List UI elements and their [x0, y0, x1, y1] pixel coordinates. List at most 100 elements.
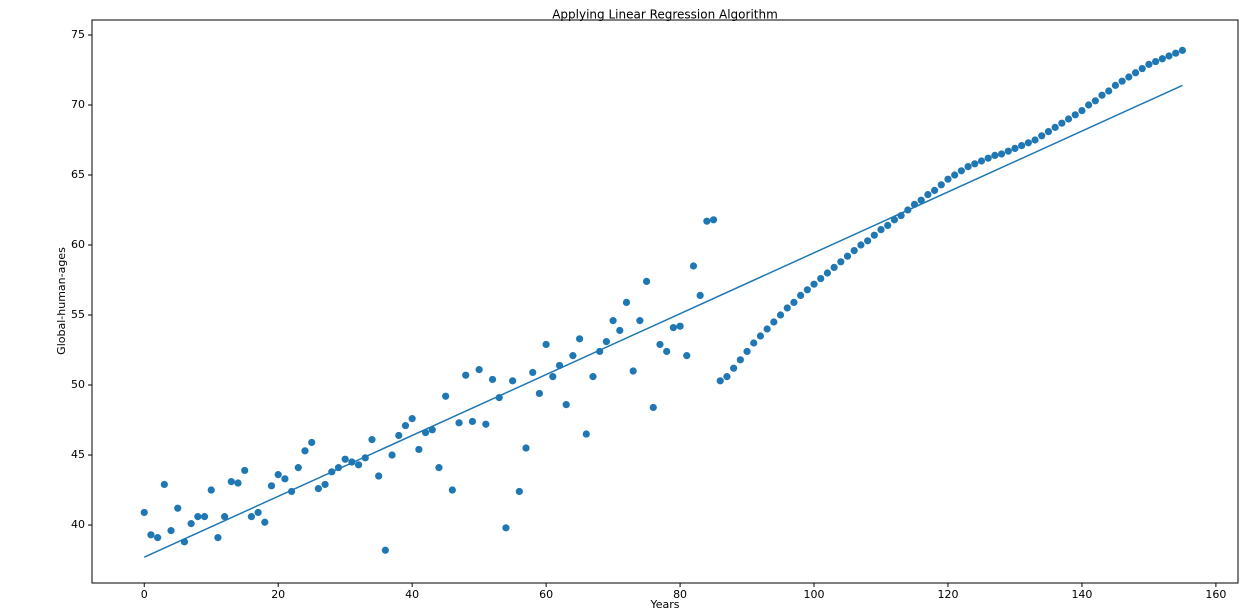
- point: [314, 485, 322, 493]
- plot-frame: [91, 19, 1239, 584]
- point: [663, 347, 671, 356]
- point: [221, 513, 229, 521]
- point: [1145, 60, 1153, 68]
- point: [696, 291, 704, 300]
- point: [462, 371, 470, 379]
- point: [756, 332, 765, 340]
- x-tick-label: 140: [1071, 588, 1092, 601]
- y-tick-label: 70: [71, 98, 85, 111]
- point: [830, 263, 838, 272]
- point: [850, 247, 858, 255]
- point: [991, 151, 999, 159]
- y-tick-label: 65: [71, 168, 85, 181]
- point: [1031, 136, 1039, 144]
- point: [549, 373, 557, 381]
- regression-line: [143, 84, 1183, 558]
- point: [395, 431, 403, 440]
- point: [1085, 101, 1093, 109]
- point: [817, 275, 825, 283]
- point: [234, 479, 242, 487]
- y-tick-label: 75: [71, 28, 85, 41]
- point: [616, 326, 624, 335]
- point: [482, 420, 490, 428]
- point: [736, 356, 744, 364]
- point: [609, 317, 617, 325]
- point: [1024, 139, 1032, 147]
- point: [1111, 81, 1120, 89]
- point: [542, 340, 550, 349]
- point: [944, 175, 952, 183]
- y-axis-label: Global-human-ages: [55, 247, 68, 355]
- point: [475, 366, 483, 374]
- point: [535, 389, 544, 398]
- point: [515, 487, 523, 496]
- point: [267, 482, 276, 490]
- point: [140, 508, 148, 517]
- point: [294, 464, 302, 472]
- point: [194, 513, 202, 521]
- point: [301, 447, 309, 455]
- point: [200, 513, 209, 521]
- point: [1172, 49, 1180, 57]
- point: [167, 527, 175, 535]
- point: [669, 324, 677, 332]
- point: [683, 352, 691, 360]
- point: [227, 478, 235, 486]
- point: [214, 534, 222, 542]
- y-tick-label: 40: [71, 518, 85, 531]
- point: [1011, 144, 1019, 152]
- x-tick-label: 160: [1205, 588, 1226, 601]
- point: [147, 531, 155, 539]
- point: [884, 221, 892, 230]
- x-tick-label: 0: [141, 588, 148, 601]
- chart-title: Applying Linear Regression Algorithm: [552, 8, 778, 22]
- point: [642, 277, 651, 286]
- point: [442, 392, 450, 400]
- point: [562, 401, 570, 409]
- point: [254, 508, 262, 517]
- y-tick-label: 60: [71, 238, 85, 251]
- point: [750, 339, 758, 347]
- point: [1125, 73, 1133, 81]
- point: [877, 226, 885, 234]
- point: [368, 436, 376, 444]
- point: [971, 160, 979, 168]
- point: [308, 438, 316, 447]
- point: [823, 269, 832, 277]
- point: [1118, 77, 1126, 85]
- point: [381, 546, 389, 554]
- point: [375, 472, 383, 480]
- point: [207, 486, 215, 494]
- point: [977, 157, 986, 165]
- point: [743, 347, 751, 356]
- point: [281, 475, 289, 483]
- point: [636, 317, 644, 325]
- point: [649, 403, 657, 412]
- x-tick-label: 40: [405, 588, 419, 601]
- point: [509, 377, 517, 385]
- point: [937, 181, 945, 189]
- point: [997, 150, 1006, 158]
- point: [569, 352, 577, 360]
- point: [241, 466, 249, 475]
- point: [622, 298, 631, 307]
- point: [703, 217, 711, 225]
- point: [160, 480, 168, 489]
- point: [1158, 55, 1166, 63]
- point: [676, 322, 684, 330]
- point: [656, 340, 664, 349]
- point: [401, 422, 410, 430]
- point: [388, 451, 396, 459]
- point: [522, 444, 530, 452]
- point: [716, 377, 724, 385]
- point: [864, 237, 872, 245]
- point: [468, 417, 477, 426]
- point: [723, 373, 731, 381]
- point: [576, 335, 584, 343]
- point: [790, 298, 798, 307]
- point: [924, 190, 932, 199]
- point: [502, 524, 510, 532]
- point: [770, 318, 778, 326]
- point: [415, 445, 423, 454]
- point: [1152, 57, 1160, 66]
